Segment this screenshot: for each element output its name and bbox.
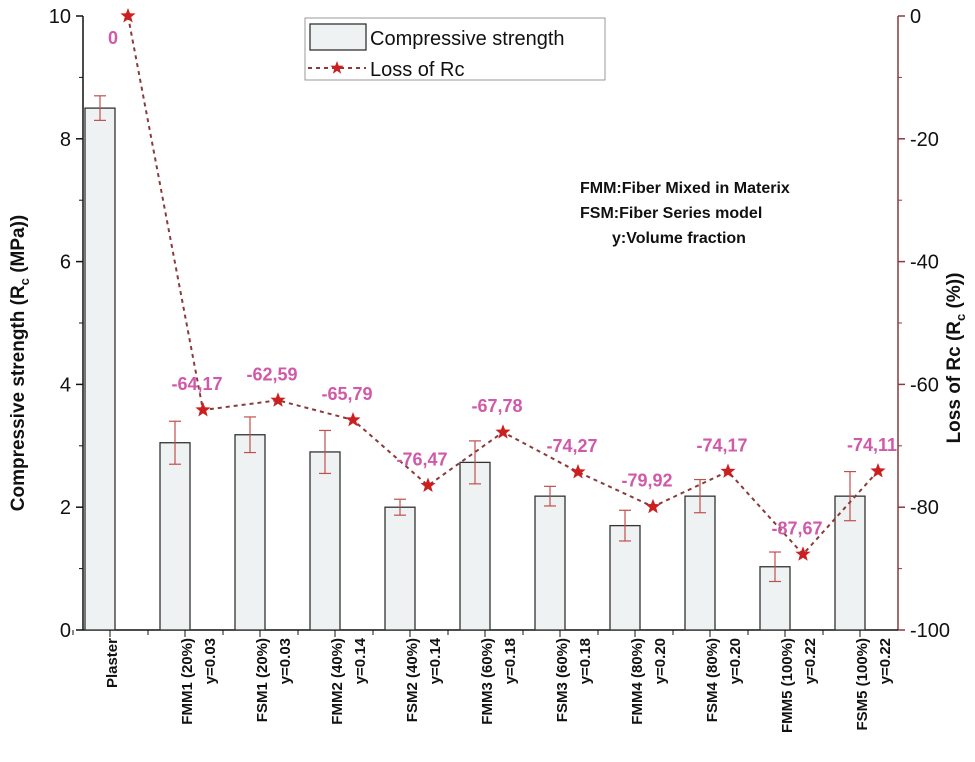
- x-tick-label: FSM3 (60%): [554, 638, 571, 722]
- legend-label-line: Loss of Rc: [370, 59, 464, 81]
- loss-marker: [570, 464, 586, 479]
- y2-tick-label: -100: [910, 620, 950, 642]
- bar: [384, 506, 416, 631]
- bar: [459, 461, 491, 631]
- y2-tick-label: -60: [910, 374, 939, 396]
- data-label: -74,17: [696, 435, 747, 455]
- x-tick-sublabel: y=0.22: [877, 638, 894, 684]
- data-label: -74,11: [847, 435, 897, 455]
- x-tick-sublabel: y=0.18: [502, 638, 519, 684]
- loss-marker: [270, 392, 286, 407]
- loss-marker: [195, 402, 211, 417]
- x-tick-sublabel: y=0.20: [652, 638, 669, 684]
- bar: [609, 524, 641, 631]
- bar: [84, 107, 116, 631]
- y2-tick-label: -20: [910, 129, 939, 151]
- x-tick-sublabel: y=0.14: [427, 637, 444, 684]
- x-tick-sublabel: y=0.03: [277, 638, 294, 684]
- y-tick-label: 2: [60, 497, 71, 519]
- legend-label-bar: Compressive strength: [370, 28, 565, 50]
- data-label: -74,27: [546, 436, 597, 456]
- loss-marker: [495, 424, 511, 439]
- y-tick-label: 10: [49, 6, 71, 28]
- data-label: -79,92: [621, 471, 672, 491]
- x-tick-label: FMM5 (100%): [779, 638, 796, 733]
- bar: [309, 451, 341, 631]
- x-tick-label: FMM4 (80%): [629, 638, 646, 725]
- loss-marker: [795, 546, 811, 561]
- legend-star-icon: [330, 61, 344, 74]
- y2-tick-label: 0: [910, 6, 921, 28]
- loss-marker: [645, 498, 661, 514]
- x-tick-label: FMM1 (20%): [179, 638, 196, 725]
- x-tick-sublabel: y=0.20: [727, 638, 744, 684]
- x-tick-label: FSM2 (40%): [404, 638, 421, 722]
- annotation: y:Volume fraction: [612, 230, 746, 247]
- x-tick-label: FMM2 (40%): [329, 638, 346, 725]
- y-tick-label: 6: [60, 252, 71, 274]
- y-axis-title: Compressive strength (Rc (MPa)): [8, 215, 32, 512]
- x-tick-label: FSM1 (20%): [254, 638, 271, 722]
- x-tick-label: FSM4 (80%): [704, 638, 721, 722]
- loss-marker: [870, 463, 886, 478]
- bar: [534, 495, 566, 631]
- bar: [684, 495, 716, 631]
- data-label: -65,79: [321, 384, 372, 404]
- legend-bar-swatch: [309, 23, 367, 51]
- data-label: -62,59: [246, 364, 297, 384]
- x-tick-label: FSM5 (100%): [854, 638, 871, 731]
- y2-axis-title: Loss of Rc (Rc (%)): [944, 273, 968, 444]
- bar: [159, 442, 191, 631]
- x-tick-label: Plaster: [104, 638, 121, 688]
- data-label: -76,47: [396, 450, 447, 470]
- x-tick-sublabel: y=0.03: [202, 638, 219, 684]
- x-tick-sublabel: y=0.18: [577, 638, 594, 684]
- data-label: 0: [108, 28, 118, 48]
- data-label: -64,17: [171, 374, 222, 394]
- y-tick-label: 4: [60, 374, 71, 396]
- loss-marker: [345, 412, 361, 427]
- y2-tick-label: -80: [910, 497, 939, 519]
- annotation: FMM:Fiber Mixed in Materix: [580, 180, 790, 197]
- data-label: -87,67: [771, 518, 822, 538]
- y-tick-label: 0: [60, 620, 71, 642]
- loss-marker: [420, 477, 436, 492]
- data-label: -67,78: [471, 396, 522, 416]
- x-tick-label: FMM3 (60%): [479, 638, 496, 725]
- x-tick-sublabel: y=0.22: [802, 638, 819, 684]
- annotation: FSM:Fiber Series model: [580, 205, 762, 222]
- y-tick-label: 8: [60, 129, 71, 151]
- x-tick-sublabel: y=0.14: [352, 637, 369, 684]
- y2-tick-label: -40: [910, 252, 939, 274]
- loss-marker: [120, 8, 136, 23]
- bar: [234, 434, 266, 631]
- loss-marker: [720, 463, 736, 478]
